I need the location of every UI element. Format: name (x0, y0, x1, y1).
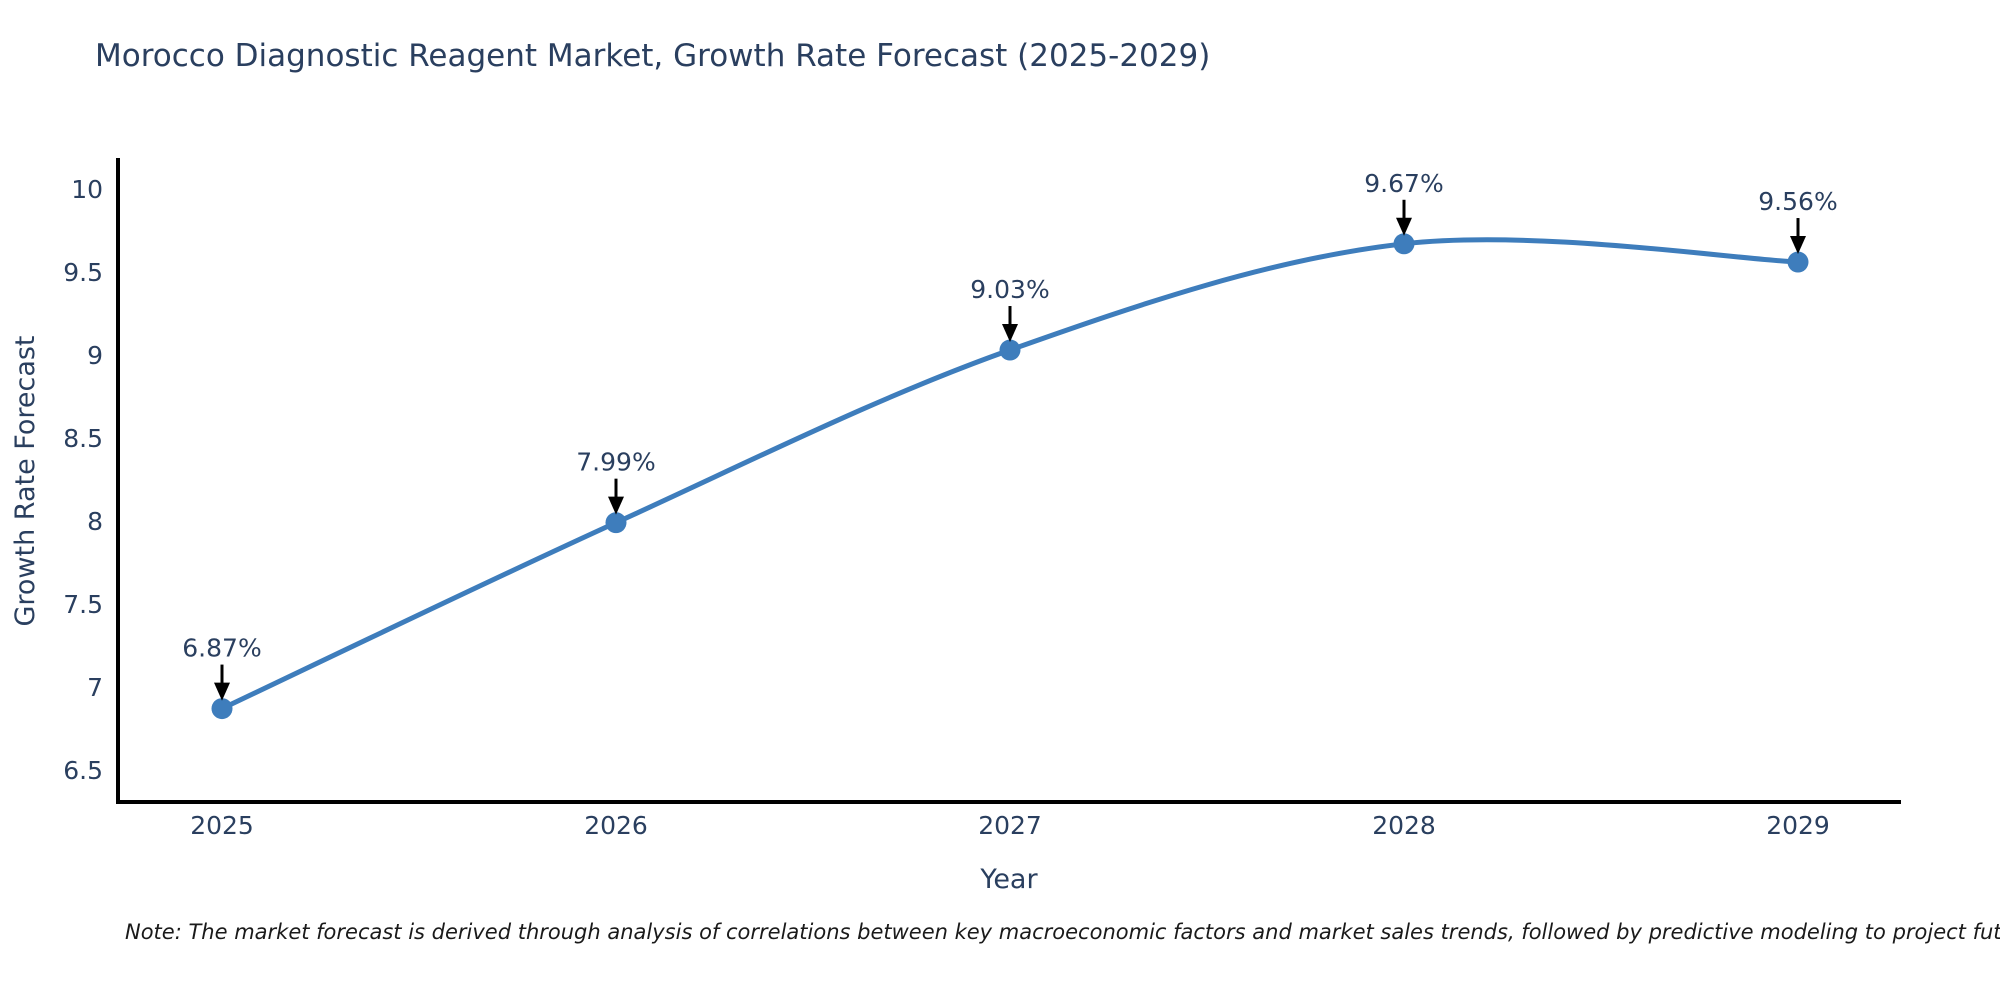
data-point-2026 (605, 512, 627, 534)
x-tick-label: 2029 (1766, 811, 1830, 840)
data-point-label: 7.99% (576, 448, 655, 477)
data-point-label: 9.67% (1364, 169, 1443, 198)
y-tick-label: 7 (87, 673, 103, 702)
data-point-label: 6.87% (182, 634, 261, 663)
footnote: Note: The market forecast is derived thr… (125, 920, 2000, 944)
y-tick-label: 9 (87, 341, 103, 370)
y-tick-label: 7.5 (63, 590, 103, 619)
y-tick-label: 6.5 (63, 756, 103, 785)
x-axis-title: Year (979, 864, 1038, 895)
x-tick-label: 2025 (190, 811, 254, 840)
chart-title: Morocco Diagnostic Reagent Market, Growt… (95, 38, 1211, 74)
data-point-2025 (211, 698, 233, 720)
data-point-label: 9.56% (1758, 187, 1837, 216)
annotation-arrowhead (608, 496, 624, 515)
x-tick-label: 2027 (978, 811, 1042, 840)
y-tick-label: 10 (71, 175, 103, 204)
y-tick-label: 8 (87, 507, 103, 536)
data-point-2027 (999, 339, 1021, 361)
y-tick-label: 9.5 (63, 258, 103, 287)
annotation-arrowhead (1790, 236, 1806, 255)
x-tick-label: 2028 (1372, 811, 1436, 840)
x-tick-label: 2026 (584, 811, 648, 840)
annotation-arrowhead (214, 682, 230, 701)
y-axis-title: Growth Rate Forecast (10, 335, 41, 626)
data-point-2029 (1787, 251, 1809, 273)
y-tick-label: 8.5 (63, 424, 103, 453)
annotation-arrowhead (1396, 217, 1412, 236)
data-point-2028 (1393, 233, 1415, 255)
annotation-arrowhead (1002, 324, 1018, 343)
data-point-label: 9.03% (970, 275, 1049, 304)
